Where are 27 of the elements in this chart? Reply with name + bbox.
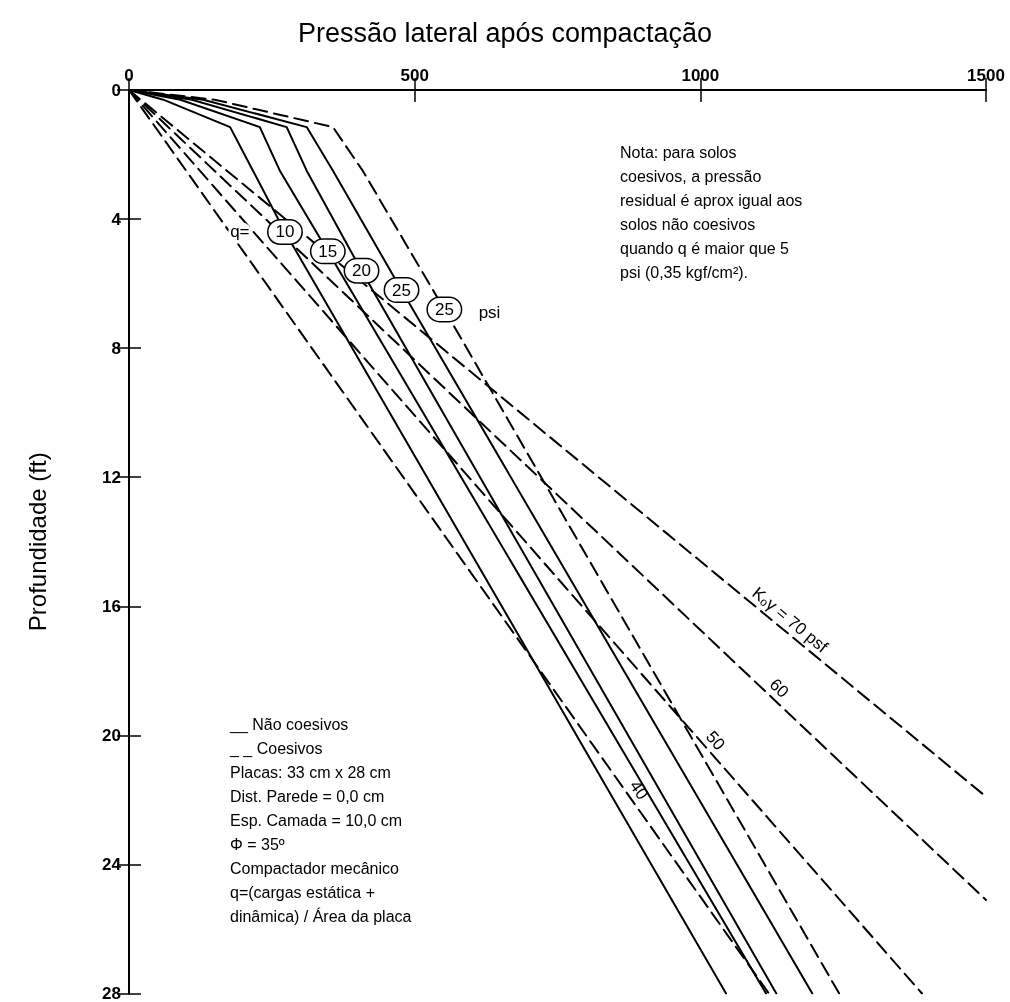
annotation: 15 xyxy=(318,241,338,261)
y-tick-label: 24 xyxy=(102,854,122,874)
x-tick-label: 0 xyxy=(124,66,134,85)
y-tick-label: 0 xyxy=(111,80,121,100)
annotation: 60 xyxy=(765,674,793,702)
annotation: q= xyxy=(230,222,250,242)
x-tick-label: 1500 xyxy=(967,66,1005,85)
annotation: 10 xyxy=(275,222,295,242)
annotation: Nota: para solos coesivos, a pressão residual é aprox igual aos solos não coesivos quando q é maior que 5 psi (0,35 kgf/cm²). xyxy=(620,143,803,281)
y-tick-label: 28 xyxy=(102,984,121,1002)
y-tick-label: 16 xyxy=(102,596,121,616)
annotation: 50 xyxy=(701,727,729,755)
annotation: Kₒγ = 70 psf xyxy=(748,583,832,657)
annotation: 40 xyxy=(625,776,653,804)
annotation: 25 xyxy=(434,299,454,319)
annotation: 20 xyxy=(352,261,371,281)
x-tick-label: 1000 xyxy=(681,66,720,85)
y-axis-title: Profundidade (ft) xyxy=(23,452,51,632)
y-tick-label: 12 xyxy=(102,467,121,487)
text: __ Não coesivos _ _ Coesivos Placas: 33 cm x 28 cm Dist. Parede = 0,0 cm Esp. Camada = 10,0 cm Φ = 35º Compactador mecânico q=(cargas estática + dinâmica) / Área da placa xyxy=(230,715,412,925)
annotation: psi xyxy=(478,303,501,323)
y-tick-label: 20 xyxy=(102,725,121,745)
annotation: 25 xyxy=(392,280,411,300)
y-tick-label: 8 xyxy=(111,338,121,358)
y-tick-label: 4 xyxy=(111,209,122,229)
x-tick-label: 500 xyxy=(400,66,429,85)
chart-title: Pressão lateral após compactação xyxy=(297,17,713,48)
